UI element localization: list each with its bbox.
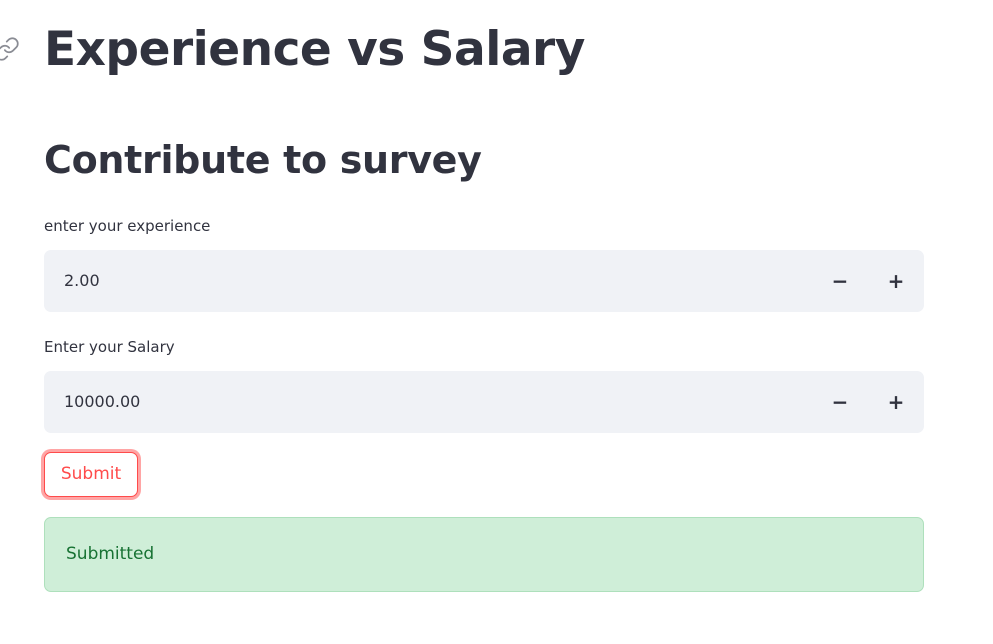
salary-number-input: − + bbox=[44, 371, 924, 433]
page-title: Experience vs Salary bbox=[44, 22, 585, 77]
salary-field[interactable] bbox=[64, 371, 764, 433]
salary-label: Enter your Salary bbox=[44, 338, 175, 356]
experience-decrement-button[interactable]: − bbox=[831, 269, 849, 293]
link-icon[interactable] bbox=[0, 36, 20, 62]
experience-label: enter your experience bbox=[44, 217, 211, 235]
submit-button[interactable]: Submit bbox=[44, 452, 138, 497]
salary-increment-button[interactable]: + bbox=[887, 390, 905, 414]
salary-decrement-button[interactable]: − bbox=[831, 390, 849, 414]
success-alert-text: Submitted bbox=[66, 544, 155, 564]
experience-number-input: − + bbox=[44, 250, 924, 312]
success-alert: Submitted bbox=[44, 517, 924, 592]
section-heading: Contribute to survey bbox=[44, 138, 482, 182]
experience-field[interactable] bbox=[64, 250, 764, 312]
experience-increment-button[interactable]: + bbox=[887, 269, 905, 293]
